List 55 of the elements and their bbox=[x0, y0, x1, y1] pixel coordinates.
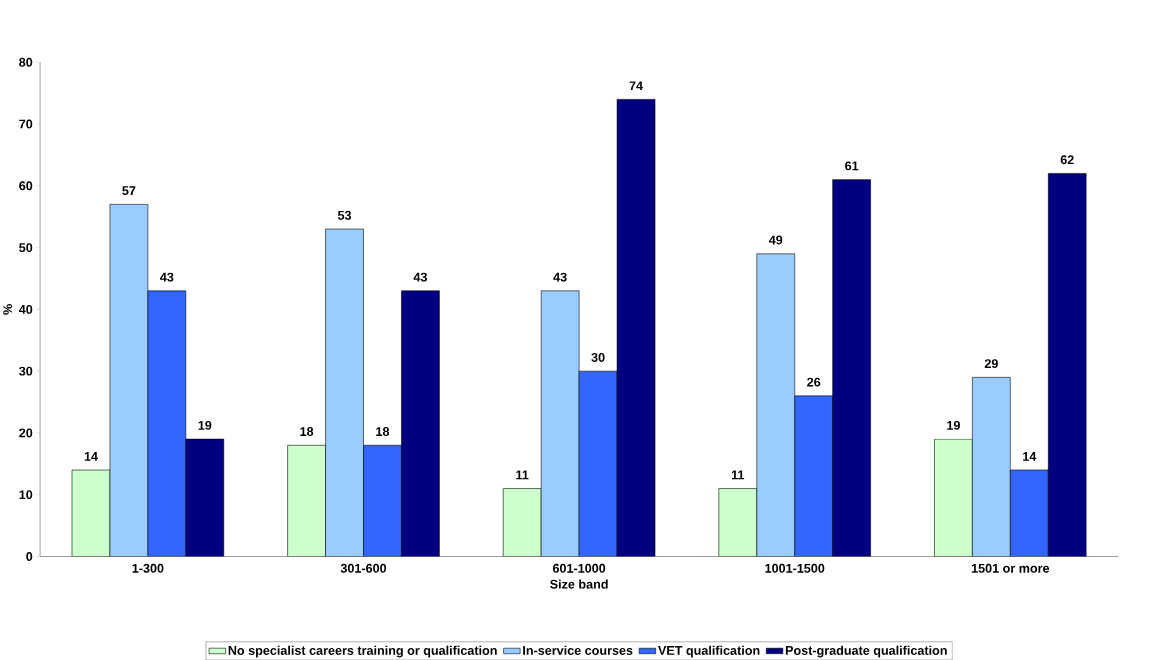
bar bbox=[1010, 469, 1049, 557]
y-axis-title: % bbox=[3, 303, 13, 315]
data-label: 18 bbox=[300, 426, 314, 436]
x-axis-title: Size band bbox=[550, 579, 608, 589]
data-label: 11 bbox=[516, 470, 529, 480]
data-label: 11 bbox=[731, 470, 745, 480]
bar bbox=[617, 99, 656, 557]
x-tick-label: 601-1000 bbox=[552, 563, 606, 573]
legend-label: In-service courses bbox=[523, 645, 633, 655]
data-label: 74 bbox=[629, 81, 643, 90]
bar bbox=[756, 253, 795, 557]
data-label: 14 bbox=[1023, 451, 1037, 461]
y-tick-label: 80 bbox=[19, 57, 33, 67]
y-tick-label: 70 bbox=[19, 119, 33, 129]
bar bbox=[147, 290, 186, 557]
bar bbox=[325, 228, 364, 557]
data-label: 53 bbox=[337, 210, 352, 220]
x-tick-label: 301-600 bbox=[340, 563, 387, 573]
legend-label: Post-graduate qualification bbox=[785, 645, 947, 658]
data-label: 26 bbox=[807, 377, 821, 387]
bar bbox=[794, 395, 833, 557]
y-tick-label: 30 bbox=[19, 366, 33, 376]
legend-label: VET qualification bbox=[658, 645, 760, 658]
data-label: 30 bbox=[591, 352, 605, 362]
x-tick-label: 1001-1500 bbox=[765, 563, 825, 573]
legend-label: No specialist careers training or qualification bbox=[228, 645, 497, 658]
y-tick-label: 60 bbox=[19, 181, 33, 191]
y-tick-label: 20 bbox=[19, 428, 33, 438]
data-label: 19 bbox=[947, 420, 960, 430]
data-label: 18 bbox=[376, 426, 390, 436]
bar bbox=[579, 371, 618, 557]
bar bbox=[185, 438, 224, 557]
bar bbox=[832, 179, 871, 557]
data-label: 29 bbox=[984, 358, 998, 368]
y-tick-label: 0 bbox=[26, 551, 33, 561]
x-tick-label: 1-300 bbox=[132, 563, 164, 573]
data-label: 49 bbox=[768, 235, 783, 245]
data-label: 43 bbox=[413, 272, 427, 282]
y-tick-label: 40 bbox=[18, 304, 33, 314]
data-label: 57 bbox=[122, 186, 136, 195]
data-label: 43 bbox=[553, 272, 567, 282]
data-label: 62 bbox=[1060, 155, 1074, 165]
data-label: 19 bbox=[198, 420, 212, 430]
bar bbox=[401, 290, 440, 557]
bar bbox=[1048, 173, 1087, 557]
bar bbox=[541, 290, 580, 557]
data-label: 61 bbox=[845, 161, 859, 171]
data-label: 43 bbox=[160, 272, 174, 282]
y-tick-label: 10 bbox=[19, 490, 33, 500]
data-label: 14 bbox=[84, 451, 98, 461]
bar bbox=[972, 376, 1011, 557]
y-tick-label: 50 bbox=[19, 242, 33, 252]
bar bbox=[363, 445, 402, 557]
bar bbox=[109, 204, 148, 557]
x-tick-label: 1501 or more bbox=[971, 563, 1050, 573]
